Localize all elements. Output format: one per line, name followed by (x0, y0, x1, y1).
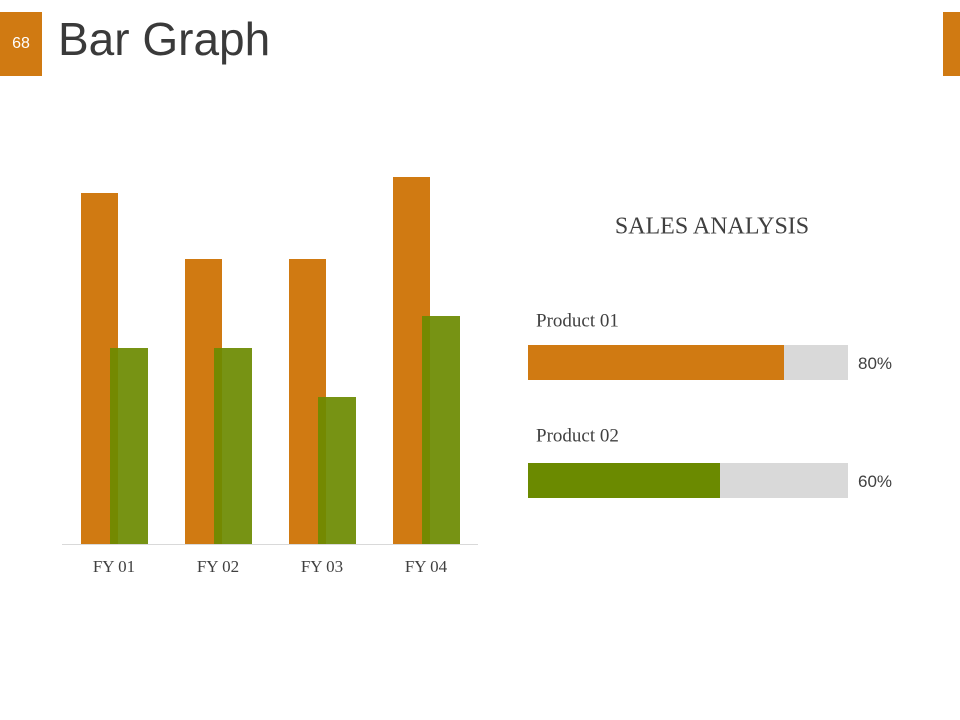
progress-bar (528, 345, 784, 380)
slide-title: Bar Graph (58, 13, 270, 65)
corner-accent (943, 12, 960, 76)
value-label: 80% (858, 354, 892, 373)
page-number-box (0, 12, 42, 76)
x-tick-label: FY 02 (197, 557, 239, 576)
page-number: 68 (12, 35, 30, 52)
value-label: 60% (858, 472, 892, 491)
bar (214, 348, 252, 544)
product-label: Product 01 (536, 310, 619, 331)
bar (318, 397, 356, 544)
x-tick-label: FY 04 (405, 557, 448, 576)
panel-title: SALES ANALYSIS (615, 214, 809, 240)
product-label: Product 02 (536, 425, 619, 446)
bar (422, 316, 460, 544)
progress-bar (528, 463, 720, 498)
bar (110, 348, 148, 544)
x-tick-label: FY 03 (301, 557, 343, 576)
x-tick-label: FY 01 (93, 557, 135, 576)
